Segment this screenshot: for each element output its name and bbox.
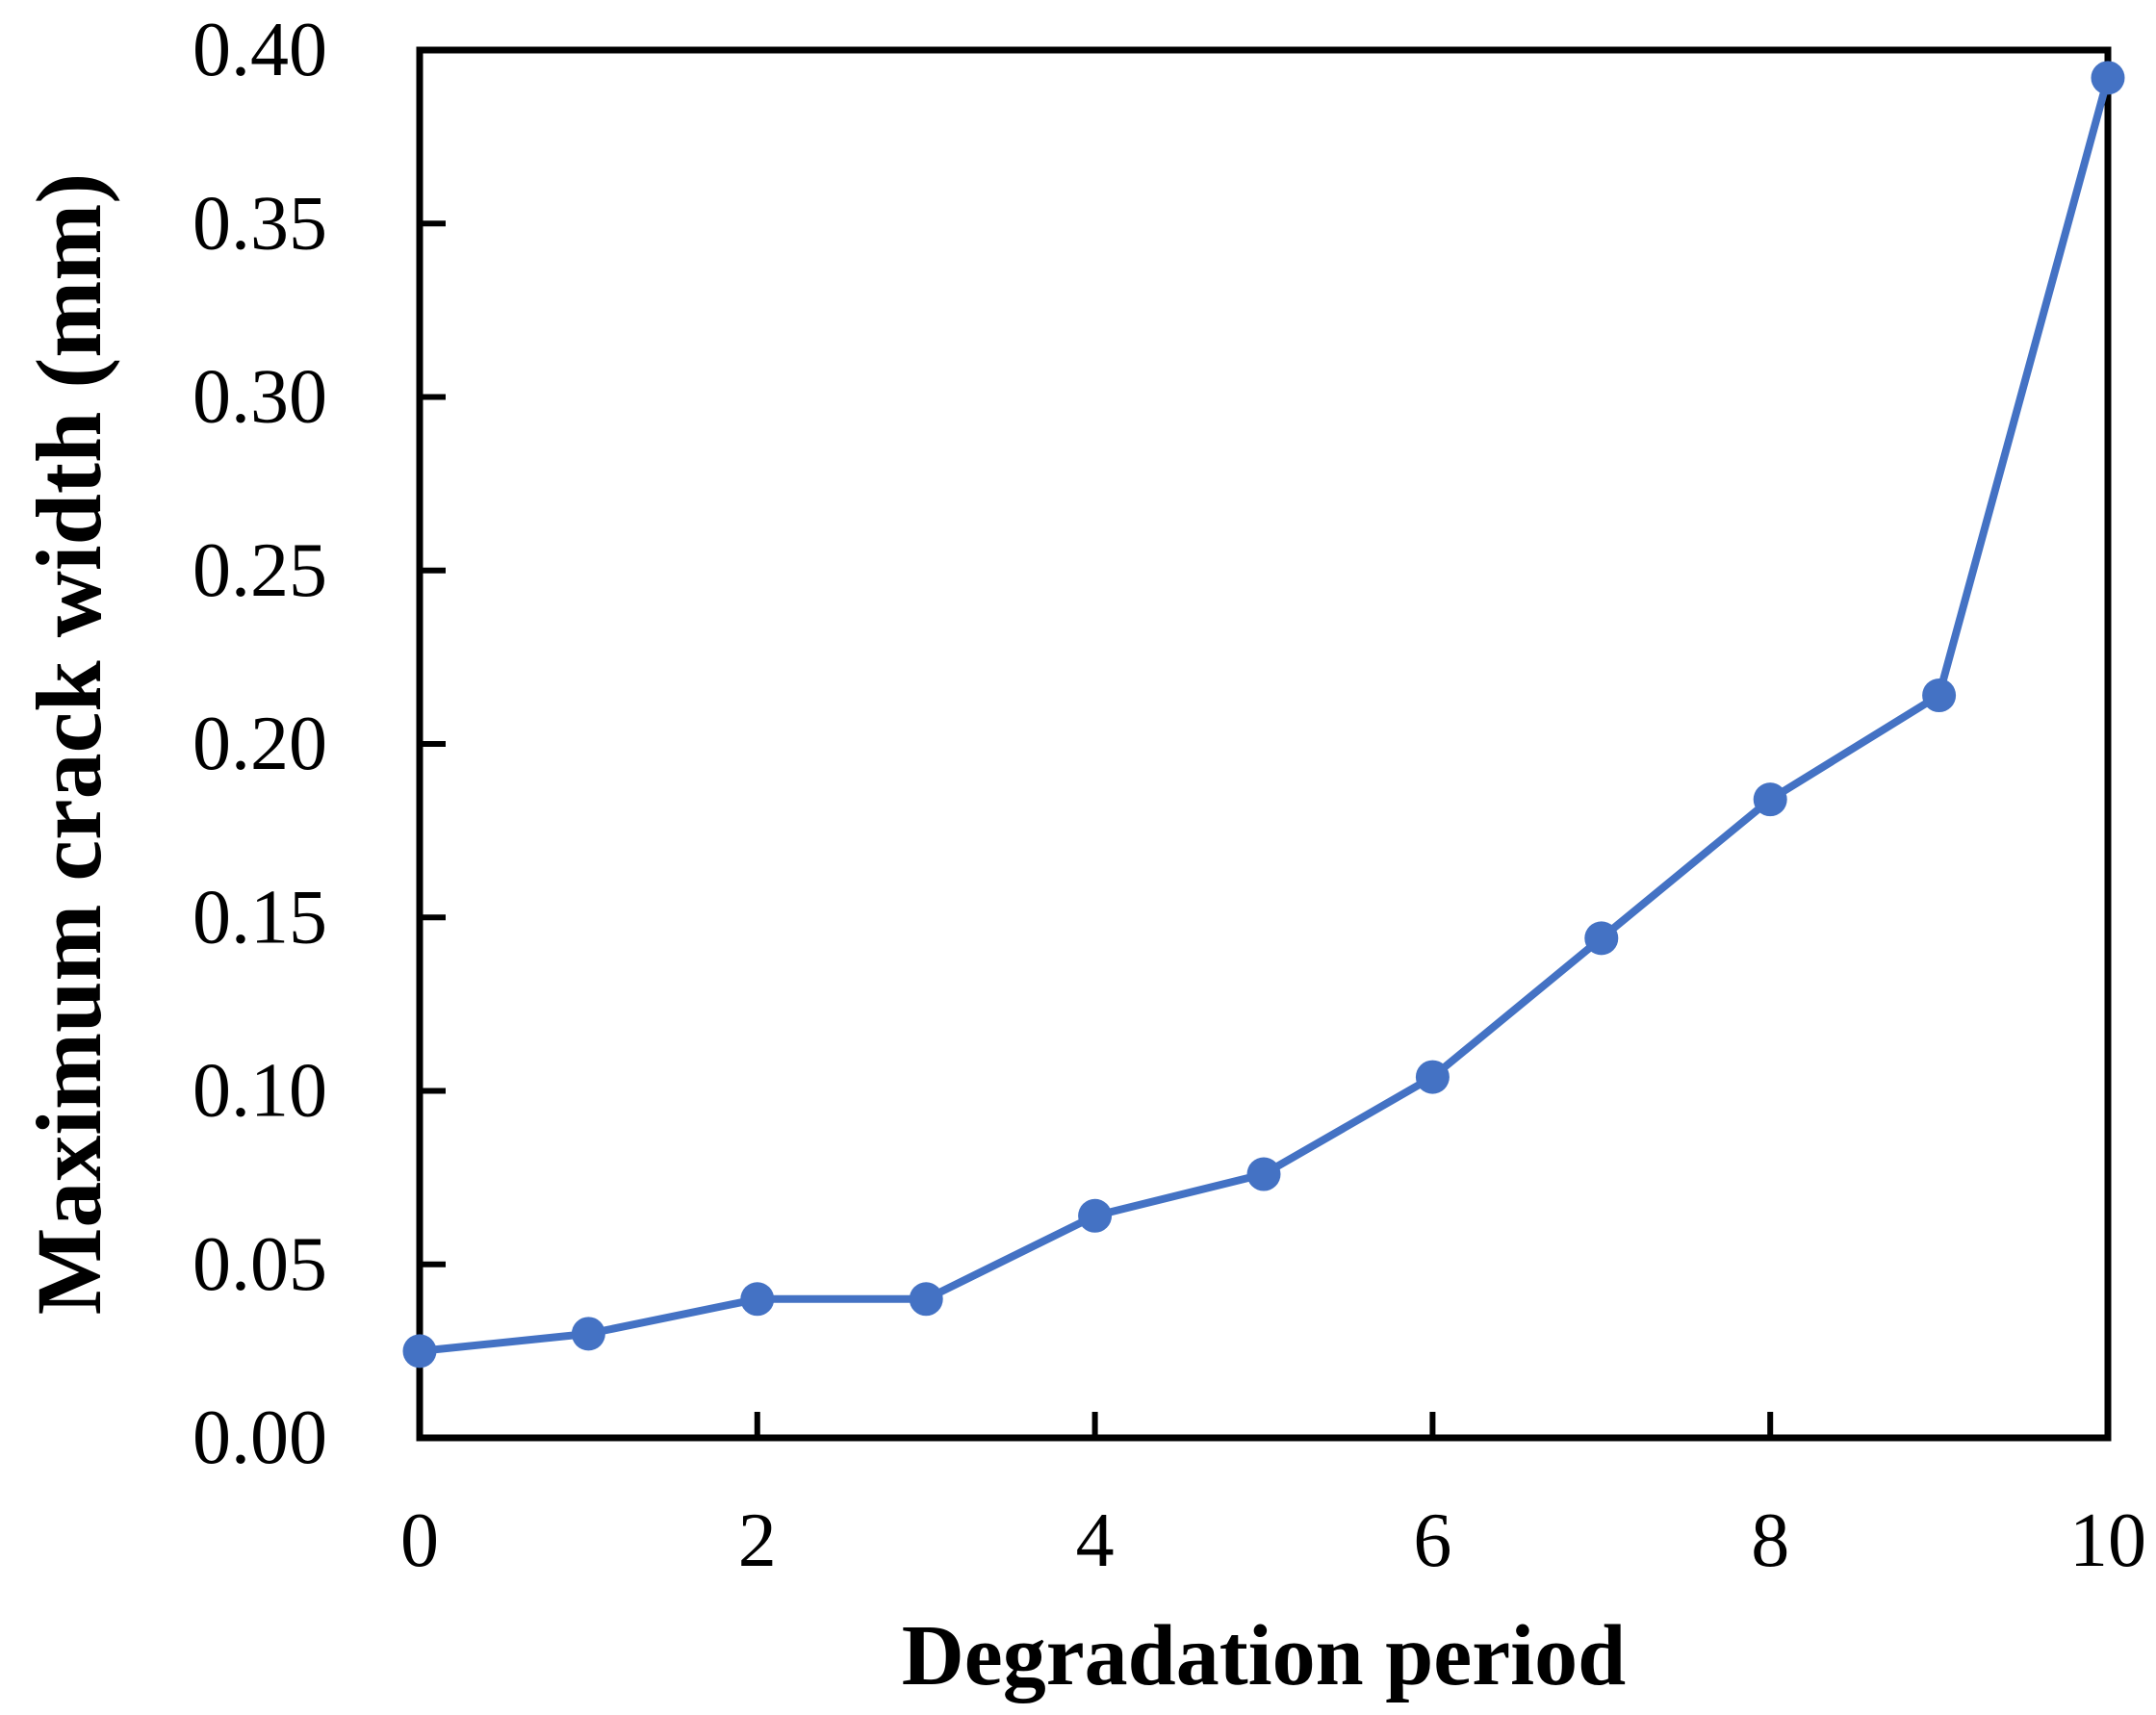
x-tick-label: 8 bbox=[1751, 1498, 1789, 1583]
x-tick-label: 4 bbox=[1076, 1498, 1115, 1583]
y-tick-label: 0.25 bbox=[192, 528, 327, 613]
data-point bbox=[1584, 921, 1619, 956]
data-point bbox=[1078, 1198, 1113, 1233]
x-axis-title: Degradation period bbox=[901, 1608, 1627, 1703]
data-point bbox=[909, 1282, 943, 1317]
y-tick-label: 0.00 bbox=[192, 1395, 327, 1480]
y-tick-label: 0.05 bbox=[192, 1222, 327, 1307]
y-tick-label: 0.40 bbox=[192, 8, 327, 92]
y-tick-label: 0.10 bbox=[192, 1049, 327, 1134]
data-point bbox=[2091, 61, 2125, 95]
y-tick-label: 0.35 bbox=[192, 181, 327, 266]
data-point bbox=[571, 1317, 605, 1351]
data-point bbox=[1922, 678, 1957, 713]
data-point bbox=[1753, 782, 1787, 817]
y-tick-label: 0.15 bbox=[192, 875, 327, 960]
data-point bbox=[740, 1282, 775, 1317]
y-axis-title: Maximum crack width (mm) bbox=[17, 172, 120, 1316]
data-point bbox=[1415, 1060, 1450, 1094]
x-tick-label: 0 bbox=[400, 1498, 439, 1583]
x-tick-label: 2 bbox=[738, 1498, 777, 1583]
y-tick-label: 0.30 bbox=[192, 355, 327, 440]
x-tick-label: 6 bbox=[1413, 1498, 1451, 1583]
data-point bbox=[1246, 1157, 1281, 1191]
y-tick-label: 0.20 bbox=[192, 702, 327, 786]
data-point bbox=[402, 1334, 437, 1369]
x-tick-label: 10 bbox=[2069, 1498, 2146, 1583]
